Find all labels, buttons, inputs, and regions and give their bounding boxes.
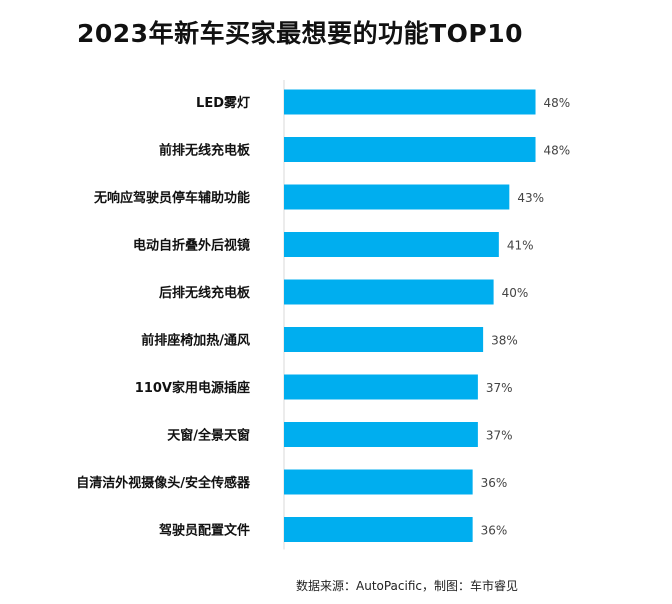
bar <box>284 137 536 162</box>
value-label: 40% <box>502 286 529 300</box>
bar <box>284 517 473 542</box>
bar <box>284 469 473 495</box>
bar <box>284 279 494 305</box>
category-label: 自清洁外视摄像头/安全传感器 <box>76 475 251 491</box>
bar <box>284 184 510 210</box>
value-label: 48% <box>544 144 571 158</box>
bar <box>284 327 484 352</box>
value-label: 43% <box>517 191 544 205</box>
bar <box>284 374 478 400</box>
value-label: 37% <box>486 381 513 395</box>
chart-title: 2023年新车买家最想要的功能TOP10 <box>77 19 523 48</box>
value-label: 41% <box>507 239 534 253</box>
category-label: 110V家用电源插座 <box>135 380 250 396</box>
value-label: 36% <box>481 524 508 538</box>
category-label: 无响应驾驶员停车辅助功能 <box>93 190 250 206</box>
bar <box>284 232 499 257</box>
category-label: 电动自折叠外后视镜 <box>133 238 250 254</box>
bar <box>284 89 536 115</box>
category-label: LED雾灯 <box>196 95 250 111</box>
source-note: 数据来源：AutoPacific，制图：车市睿见 <box>296 579 519 593</box>
bar <box>284 422 478 447</box>
category-label: 前排座椅加热/通风 <box>141 333 250 349</box>
value-label: 48% <box>544 96 571 110</box>
category-label: 前排无线充电板 <box>159 143 251 159</box>
category-label: 天窗/全景天窗 <box>167 428 250 444</box>
category-label: 后排无线充电板 <box>159 285 251 301</box>
category-label: 驾驶员配置文件 <box>159 523 250 539</box>
value-label: 37% <box>486 429 513 443</box>
value-label: 38% <box>491 334 518 348</box>
value-label: 36% <box>481 476 508 490</box>
